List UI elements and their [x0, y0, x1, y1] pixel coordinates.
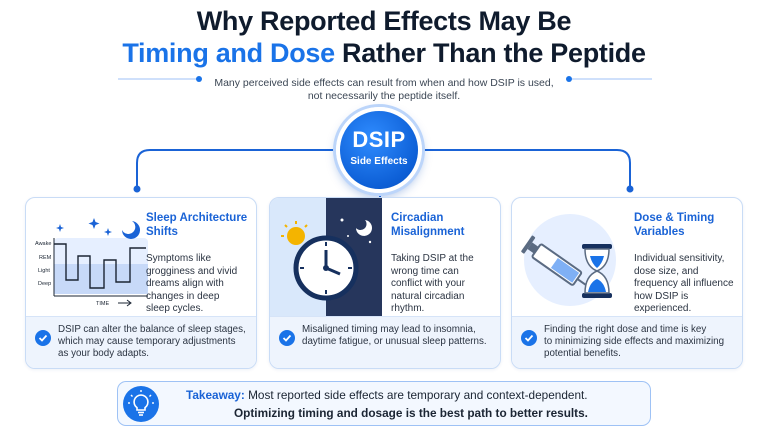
- card-note-panel: DSIP can alter the balance of sleep stag…: [26, 316, 256, 368]
- card-body: Individual sensitivity, dose size, and fre…: [634, 253, 734, 314]
- card-title: Sleep Architecture Shifts: [146, 212, 248, 238]
- chart-label-light: Light: [38, 268, 50, 274]
- page-title-line2: Timing and Dose Rather Than the Peptide: [0, 38, 768, 69]
- title-rest: Rather Than the Peptide: [334, 38, 646, 68]
- card-body: Taking DSIP at the wrong time can conflict…: [391, 253, 474, 314]
- card-note: Finding the right dose and time is key to…: [544, 324, 725, 359]
- card-note: Misaligned timing may lead to insomnia, d…: [302, 324, 487, 347]
- check-circle-icon: [279, 330, 295, 346]
- page-title-line1: Why Reported Effects May Be: [196, 6, 572, 36]
- card-title: Dose & Timing Variables: [634, 212, 715, 238]
- check-circle-icon: [521, 330, 537, 346]
- lightbulb-icon: [123, 386, 159, 422]
- title-divider-dot-right: [566, 76, 572, 82]
- subtitle-line1: Many perceived side effects can result f…: [214, 77, 554, 89]
- card-title: Circadian Misalignment: [391, 212, 465, 238]
- subtitle: Many perceived side effects can result f…: [0, 77, 768, 103]
- title-divider-right: [572, 78, 652, 80]
- check-circle-icon: [35, 330, 51, 346]
- title-highlight: Timing and Dose: [122, 38, 335, 68]
- card-sleep-architecture: Awake REM Light Deep TIME Sleep Architec…: [25, 197, 257, 369]
- chart-label-awake: Awake: [35, 241, 51, 247]
- dsip-hub: DSIP Side Effects: [336, 107, 422, 193]
- title-divider-dot-left: [196, 76, 202, 82]
- card-dose-timing: Dose & Timing Variables Individual sensit…: [511, 197, 743, 369]
- hub-subtitle: Side Effects: [350, 156, 408, 167]
- card-note-panel: Finding the right dose and time is key to…: [512, 316, 742, 368]
- card-circadian-misalignment: Circadian Misalignment Taking DSIP at the…: [269, 197, 501, 369]
- sleep-stage-chart-icon: Awake REM Light Deep TIME: [35, 218, 148, 307]
- takeaway-label: Takeaway:: [186, 388, 245, 402]
- card-body: Symptoms like grogginess and vivid dreams …: [146, 253, 238, 314]
- takeaway-banner: Takeaway: Most reported side effects are…: [117, 381, 651, 426]
- day-night-clock-icon: [270, 198, 382, 316]
- takeaway-line2: Optimizing timing and dosage is the best…: [234, 406, 588, 420]
- card-note-panel: Misaligned timing may lead to insomnia, d…: [270, 316, 500, 368]
- hub-title: DSIP: [352, 127, 406, 152]
- syringe-hourglass-icon: [521, 214, 616, 306]
- chart-label-deep: Deep: [38, 281, 51, 287]
- title-divider-left: [118, 78, 198, 80]
- subtitle-line2: not necessarily the peptide itself.: [307, 90, 461, 102]
- takeaway-line1: Takeaway: Most reported side effects are…: [186, 388, 588, 402]
- card-note: DSIP can alter the balance of sleep stag…: [58, 324, 246, 359]
- chart-label-rem: REM: [39, 255, 52, 261]
- chart-label-time: TIME: [96, 301, 109, 307]
